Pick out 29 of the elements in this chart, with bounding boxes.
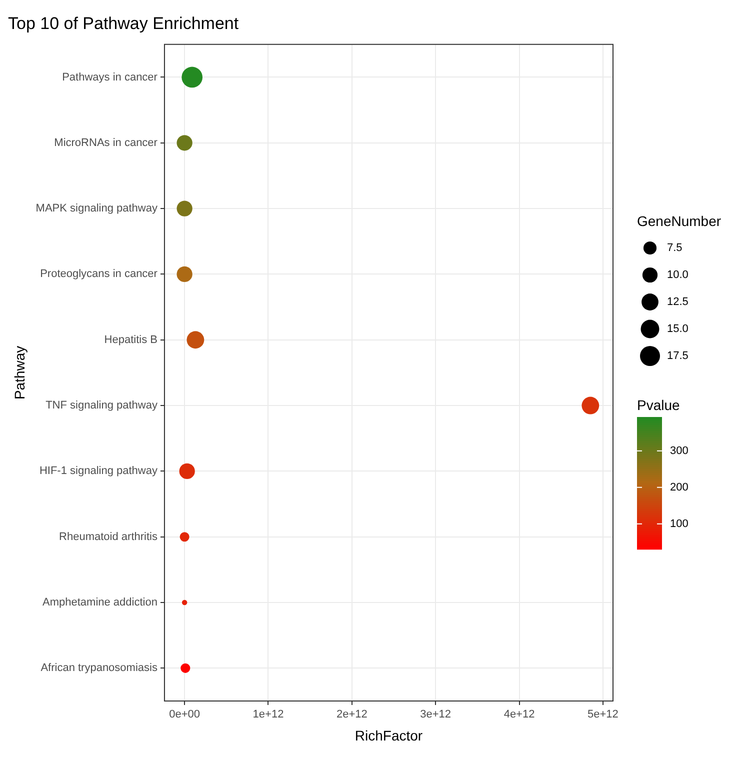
x-tick-label: 2e+12: [336, 708, 368, 721]
x-tick-label: 0e+00: [169, 708, 200, 721]
x-tick-label: 3e+12: [420, 708, 452, 721]
legend-label: 17.5: [667, 350, 688, 362]
color-bar-label: 200: [670, 481, 688, 494]
x-tick-label: 4e+12: [504, 708, 535, 721]
x-axis-title: RichFactor: [354, 727, 423, 744]
y-tick-label: Hepatitis B: [104, 334, 158, 346]
legend-label: 7.5: [667, 242, 682, 254]
legend-label: 10.0: [667, 269, 688, 282]
y-tick-label: MAPK signaling pathway: [36, 202, 158, 215]
color-bar-label: 300: [670, 444, 688, 457]
y-tick-label: MicroRNAs in cancer: [54, 136, 158, 149]
legend-label: 15.0: [667, 323, 688, 336]
color-bar-label: 100: [670, 518, 688, 530]
x-tick-label: 1e+12: [252, 708, 284, 721]
y-tick-label: Amphetamine addiction: [42, 596, 158, 609]
chart-title: Top 10 of Pathway Enrichment: [8, 14, 239, 33]
y-tick-label: Proteoglycans in cancer: [40, 268, 158, 280]
y-axis-title: Pathway: [11, 346, 28, 400]
y-tick-label: African trypanosomiasis: [40, 662, 158, 674]
legend-label: 12.5: [667, 296, 688, 308]
y-tick-label: Pathways in cancer: [62, 71, 158, 84]
y-tick-label: Rheumatoid arthritis: [59, 530, 158, 543]
x-tick-label: 5e+12: [588, 708, 618, 721]
y-tick-label: TNF signaling pathway: [46, 400, 158, 412]
y-tick-label: HIF-1 signaling pathway: [39, 465, 158, 478]
color-bar-title: Pvalue: [637, 396, 680, 413]
legend-title: GeneNumber: [637, 212, 722, 229]
